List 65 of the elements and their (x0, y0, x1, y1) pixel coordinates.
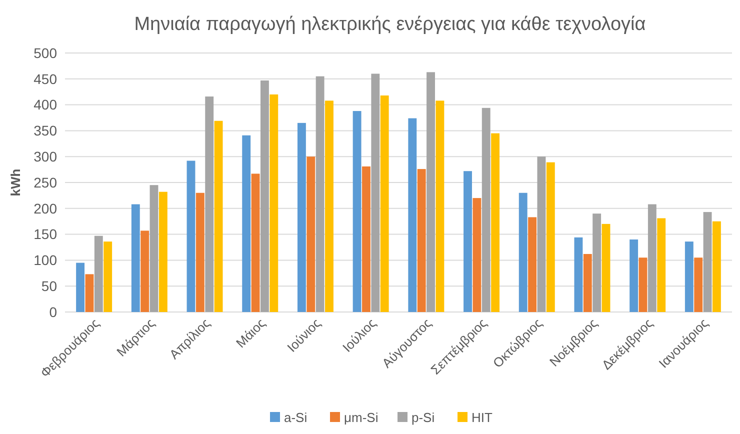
chart-title: Μηνιαία παραγωγή ηλεκτρικής ενέργειας για κάθε τεχνολογία (134, 14, 646, 35)
bar (352, 111, 362, 312)
bar (196, 192, 204, 312)
bar (491, 133, 500, 312)
bar (426, 72, 435, 312)
bar (464, 171, 472, 312)
bar (260, 80, 269, 312)
bar (528, 217, 537, 312)
bar (638, 258, 648, 312)
y-tick-label: 0 (49, 304, 58, 320)
y-tick-label: 300 (34, 148, 58, 164)
bar (186, 160, 196, 312)
bar (546, 162, 555, 312)
bar (537, 156, 546, 312)
legend-label: HIT (472, 410, 492, 425)
y-tick-label: 400 (34, 96, 58, 113)
bar (657, 218, 666, 312)
y-tick-label: 350 (34, 122, 58, 139)
bar (242, 135, 251, 312)
bar (214, 120, 223, 312)
bar (104, 242, 112, 312)
bar (316, 76, 324, 312)
bar (648, 204, 656, 312)
bar (371, 74, 380, 312)
bar (684, 242, 694, 312)
legend-label: μm-Si (344, 410, 378, 425)
y-tick-label: 250 (34, 174, 58, 190)
bar (94, 236, 103, 312)
bar (85, 274, 94, 312)
bar (297, 122, 306, 312)
bar (417, 169, 426, 312)
bar (205, 96, 214, 312)
bar (630, 239, 638, 312)
y-tick-label: 450 (34, 70, 58, 87)
bar (76, 262, 85, 312)
bar (583, 254, 592, 312)
bar (362, 166, 370, 312)
y-tick-label: 50 (41, 278, 58, 294)
bar (270, 94, 278, 312)
bar (602, 224, 610, 312)
bar (140, 230, 150, 312)
bar (703, 212, 712, 312)
bar (574, 237, 583, 312)
legend-label: p-Si (412, 410, 435, 425)
y-axis-title: kWh (8, 168, 23, 196)
bar (325, 100, 334, 312)
y-tick-label: 200 (34, 200, 58, 216)
bar (380, 95, 389, 312)
y-tick-label: 500 (34, 44, 58, 61)
bar (518, 192, 528, 312)
bar (158, 192, 168, 312)
bar (408, 118, 417, 312)
bar (436, 100, 444, 312)
bar (712, 221, 721, 312)
bar (592, 214, 602, 312)
bar (131, 204, 140, 312)
y-tick-label: 150 (34, 226, 58, 242)
bar (694, 258, 703, 312)
bar (482, 108, 490, 312)
y-tick-label: 100 (34, 252, 58, 268)
legend-label: a-Si (284, 410, 308, 425)
bar (150, 185, 158, 312)
bar (306, 156, 316, 312)
bar (251, 174, 260, 312)
bar (472, 198, 482, 312)
